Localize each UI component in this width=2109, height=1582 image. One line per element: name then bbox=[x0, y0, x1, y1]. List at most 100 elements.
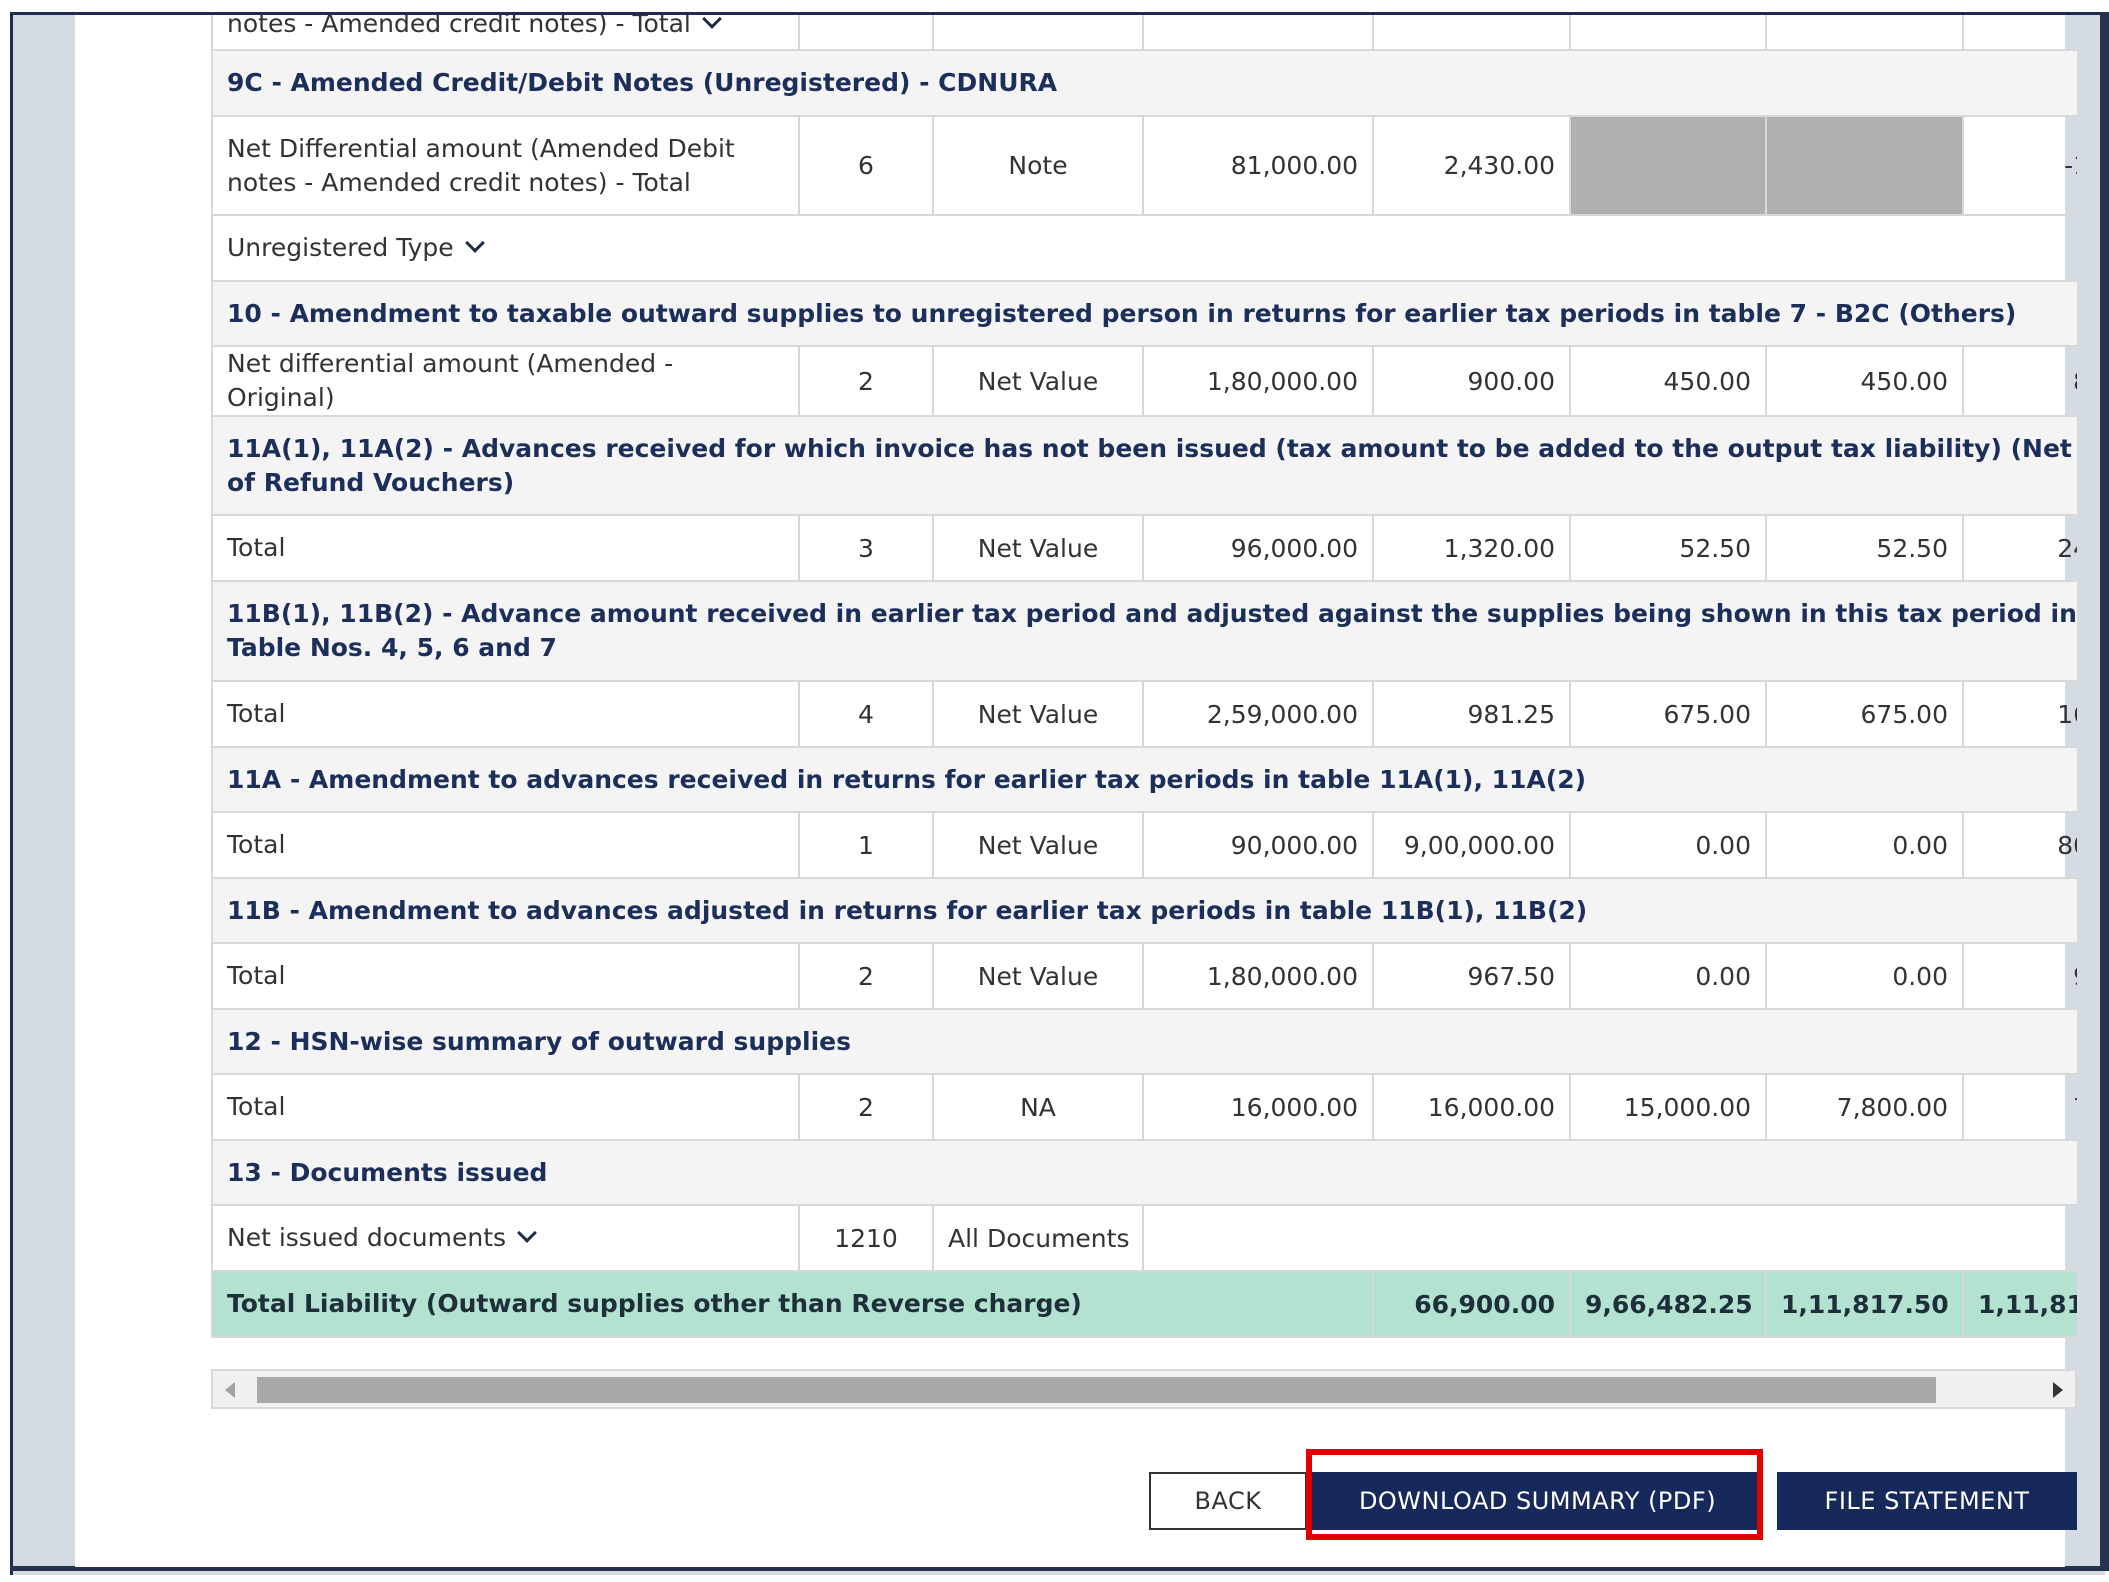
row-label: Total bbox=[211, 811, 800, 879]
amount-cell: 0.00 bbox=[1765, 942, 1964, 1010]
table-row: Total 1 Net Value 90,000.00 9,00,000.00 0.00 0… bbox=[211, 811, 2077, 879]
page-content: notes - Amended credit notes) - Total 9C … bbox=[75, 15, 2077, 1567]
value-type-cell: Net Value bbox=[932, 345, 1144, 417]
section-header-row: 11A - Amendment to advances received in … bbox=[211, 746, 2077, 813]
row-label: Net differential amount (Amended - Origi… bbox=[211, 345, 800, 417]
total-value-cell: 1,11,817.50 bbox=[1765, 1270, 1964, 1338]
amount-cell bbox=[1372, 15, 1571, 51]
amount-cell bbox=[1569, 115, 1767, 216]
amount-cell: 96,000.00 bbox=[1142, 514, 1374, 582]
document-type-cell: All Documents bbox=[932, 1204, 1144, 1272]
row-label: Total bbox=[211, 680, 800, 748]
horizontal-scrollbar[interactable] bbox=[211, 1369, 2077, 1409]
amount-cell: 80, bbox=[1962, 811, 2077, 879]
row-label-text: Net Differential amount (Amended Debit n… bbox=[227, 133, 735, 197]
value-type-cell: Note bbox=[932, 115, 1144, 216]
amount-cell: 0.00 bbox=[1569, 811, 1767, 879]
section-title: 10 - Amendment to taxable outward suppli… bbox=[211, 280, 2077, 347]
row-label-text: Total bbox=[227, 699, 286, 728]
row-label-text: notes - Amended credit notes) - Total bbox=[227, 15, 691, 38]
amount-cell: 7, bbox=[1962, 1073, 2077, 1141]
section-title: 11B(1), 11B(2) - Advance amount received… bbox=[211, 580, 2077, 682]
amount-cell: 81,000.00 bbox=[1142, 115, 1374, 216]
section-title: 13 - Documents issued bbox=[211, 1139, 2077, 1206]
count-cell: 2 bbox=[798, 942, 934, 1010]
scroll-right-arrow-icon[interactable] bbox=[2053, 1382, 2063, 1398]
row-label[interactable]: Unregistered Type bbox=[211, 214, 2077, 282]
table-row: Total 2 NA 16,000.00 16,000.00 15,000.00 7,800… bbox=[211, 1073, 2077, 1141]
section-header-row: 11A(1), 11A(2) - Advances received for w… bbox=[211, 415, 2077, 516]
chevron-down-icon[interactable] bbox=[464, 233, 485, 253]
scrollbar-thumb[interactable] bbox=[257, 1377, 1936, 1403]
value-type-cell: NA bbox=[932, 1073, 1144, 1141]
amount-cell: 52.50 bbox=[1569, 514, 1767, 582]
amount-cell: 675.00 bbox=[1765, 680, 1964, 748]
frame-right-edge bbox=[2100, 12, 2109, 1571]
amount-cell: 1,80,000.00 bbox=[1142, 345, 1374, 417]
value-type-cell: Net Value bbox=[932, 811, 1144, 879]
chevron-down-icon[interactable] bbox=[517, 1223, 537, 1243]
total-liability-row: Total Liability (Outward supplies other … bbox=[211, 1270, 2077, 1338]
row-label: Total bbox=[211, 942, 800, 1010]
amount-cell: 52.50 bbox=[1765, 514, 1964, 582]
value-type-cell: Net Value bbox=[932, 514, 1144, 582]
table-row: Unregistered Type bbox=[211, 214, 2077, 282]
amount-cell: 16,000.00 bbox=[1142, 1073, 1374, 1141]
section-title: 11A(1), 11A(2) - Advances received for w… bbox=[211, 415, 2077, 516]
amount-cell bbox=[1962, 15, 2077, 51]
row-label-text: Net issued documents bbox=[227, 1223, 507, 1252]
amount-cell: 16,000.00 bbox=[1372, 1073, 1571, 1141]
amount-cell: 1,320.00 bbox=[1372, 514, 1571, 582]
row-label-text: Total Liability (Outward supplies other … bbox=[227, 1289, 1082, 1318]
row-label: Net Differential amount (Amended Debit n… bbox=[211, 115, 800, 216]
table-row: Total 2 Net Value 1,80,000.00 967.50 0.00 0.00… bbox=[211, 942, 2077, 1010]
amount-cell: -1, bbox=[1962, 115, 2077, 216]
summary-table-container: notes - Amended credit notes) - Total 9C … bbox=[211, 15, 2077, 1402]
row-label-text: Net differential amount (Amended - Origi… bbox=[227, 349, 674, 412]
table-row: Total 3 Net Value 96,000.00 1,320.00 52.50 52.… bbox=[211, 514, 2077, 582]
count-cell: 4 bbox=[798, 680, 934, 748]
total-value-cell: 1,11,817.50 bbox=[1962, 1270, 2077, 1338]
amount-cell: 7,800.00 bbox=[1765, 1073, 1964, 1141]
section-header-row: 10 - Amendment to taxable outward suppli… bbox=[211, 280, 2077, 347]
amount-cell: 0.00 bbox=[1569, 942, 1767, 1010]
chevron-down-icon[interactable] bbox=[701, 15, 722, 29]
table-row: Net Differential amount (Amended Debit n… bbox=[211, 115, 2077, 216]
section-title: 9C - Amended Credit/Debit Notes (Unregis… bbox=[211, 49, 2077, 117]
section-header-row: 11B(1), 11B(2) - Advance amount received… bbox=[211, 580, 2077, 682]
amount-cell bbox=[1765, 15, 1964, 51]
amount-cell: 675.00 bbox=[1569, 680, 1767, 748]
table-row: Net differential amount (Amended - Origi… bbox=[211, 345, 2077, 417]
file-statement-button[interactable]: FILE STATEMENT bbox=[1777, 1472, 2077, 1530]
amount-cell: 16, bbox=[1962, 680, 2077, 748]
amount-cell bbox=[1569, 15, 1767, 51]
amount-cell: 90,000.00 bbox=[1142, 811, 1374, 879]
row-label-text: Total bbox=[227, 533, 286, 562]
section-title: 12 - HSN-wise summary of outward supplie… bbox=[211, 1008, 2077, 1075]
amount-cell: 981.25 bbox=[1372, 680, 1571, 748]
download-summary-pdf-button[interactable]: DOWNLOAD SUMMARY (PDF) bbox=[1312, 1472, 1763, 1530]
count-cell: 2 bbox=[798, 345, 934, 417]
count-cell: 2 bbox=[798, 1073, 934, 1141]
row-label: Total bbox=[211, 1073, 800, 1141]
amount-cell: 8, bbox=[1962, 345, 2077, 417]
amount-cell: 450.00 bbox=[1569, 345, 1767, 417]
row-label[interactable]: Net issued documents bbox=[211, 1204, 800, 1272]
row-label: Total Liability (Outward supplies other … bbox=[211, 1270, 1374, 1338]
amount-cell bbox=[1765, 115, 1964, 216]
scroll-left-arrow-icon[interactable] bbox=[225, 1382, 235, 1398]
table-row: notes - Amended credit notes) - Total bbox=[211, 15, 2077, 51]
section-header-row: 12 - HSN-wise summary of outward supplie… bbox=[211, 1008, 2077, 1075]
count-cell: 6 bbox=[798, 115, 934, 216]
count-cell: 1 bbox=[798, 811, 934, 879]
table-row: Net issued documents 1210 All Documents bbox=[211, 1204, 2077, 1272]
back-button[interactable]: BACK bbox=[1149, 1472, 1307, 1530]
table-row: Total 4 Net Value 2,59,000.00 981.25 675.00 67… bbox=[211, 680, 2077, 748]
amount-cell bbox=[1142, 15, 1374, 51]
amount-cell: 1,80,000.00 bbox=[1142, 942, 1374, 1010]
value-type-cell: Net Value bbox=[932, 680, 1144, 748]
row-label[interactable]: notes - Amended credit notes) - Total bbox=[211, 15, 800, 51]
row-label: Total bbox=[211, 514, 800, 582]
frame-bottom-edge bbox=[10, 1566, 2109, 1571]
amount-cell: 24, bbox=[1962, 514, 2077, 582]
